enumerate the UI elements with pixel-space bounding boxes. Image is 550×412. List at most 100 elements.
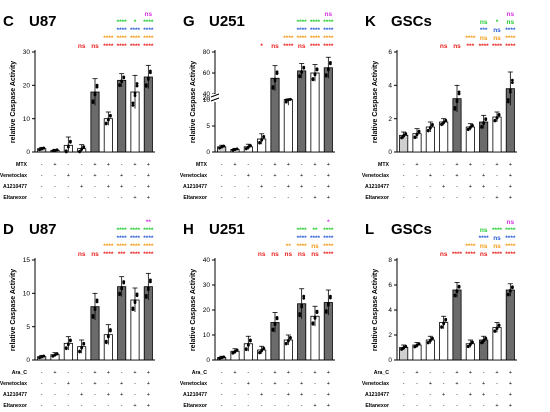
treatment-sign: - xyxy=(94,403,96,409)
treatment-sign: + xyxy=(495,195,498,201)
treatment-sign: + xyxy=(482,184,485,190)
treatment-sign: - xyxy=(41,184,43,190)
y-axis-label: relative Caspase Activity xyxy=(190,269,197,351)
treatment-sign: - xyxy=(456,195,458,201)
treatment-sign: - xyxy=(41,392,43,398)
treatment-sign: - xyxy=(416,403,418,409)
data-point xyxy=(468,342,472,346)
data-point xyxy=(440,325,443,328)
significance-label: **** xyxy=(117,43,128,50)
treatment-sign: + xyxy=(509,370,512,376)
data-point xyxy=(484,336,488,340)
treatment-sign: - xyxy=(67,392,69,398)
significance-label: **** xyxy=(130,227,141,234)
significance-label: **** xyxy=(323,35,334,42)
treatment-sign: - xyxy=(41,403,43,409)
panel-title: U251 xyxy=(209,13,245,30)
y-tick-label: 4 xyxy=(388,83,392,90)
axis-break-mark xyxy=(210,97,220,102)
treatment-sign: - xyxy=(121,370,123,376)
significance-label: **** xyxy=(103,35,114,42)
data-point xyxy=(298,74,301,78)
treatment-sign: - xyxy=(41,381,43,387)
data-point xyxy=(135,84,139,88)
treatment-sign: - xyxy=(67,184,69,190)
treatment-sign: + xyxy=(147,381,150,387)
data-point xyxy=(231,351,235,355)
significance-label: ** xyxy=(146,219,152,226)
treatment-sign: - xyxy=(483,162,485,168)
treatment-sign: - xyxy=(121,195,123,201)
data-point xyxy=(246,145,250,149)
significance-label: ns xyxy=(480,227,488,234)
significance-label: **** xyxy=(297,19,308,26)
significance-label: **** xyxy=(117,35,128,42)
data-point xyxy=(146,288,150,291)
data-point xyxy=(82,341,86,345)
factor-label: Ara_C xyxy=(12,370,28,376)
data-point xyxy=(471,340,474,344)
treatment-sign: - xyxy=(247,195,249,201)
treatment-sign: + xyxy=(327,195,330,201)
data-point xyxy=(80,147,84,151)
data-point xyxy=(42,354,46,358)
data-point xyxy=(275,70,279,74)
treatment-sign: - xyxy=(443,370,445,376)
significance-label: *** xyxy=(467,43,475,50)
treatment-sign: + xyxy=(107,370,110,376)
data-point xyxy=(135,82,139,85)
factor-label: Eltanexor xyxy=(183,403,207,409)
treatment-sign: + xyxy=(442,184,445,190)
data-point xyxy=(66,144,70,148)
treatment-sign: - xyxy=(403,381,405,387)
treatment-sign: - xyxy=(429,162,431,168)
significance-label: ns xyxy=(480,251,488,258)
data-point xyxy=(426,128,430,132)
data-point xyxy=(497,113,501,116)
y-axis-label: relative Caspase Activity xyxy=(190,61,197,143)
data-point xyxy=(455,98,459,102)
significance-label: ns xyxy=(440,251,448,258)
y-tick-label: 20 xyxy=(23,83,31,90)
data-point xyxy=(93,91,97,95)
significance-label: ns xyxy=(78,251,86,258)
factor-label: Venetoclax xyxy=(0,381,27,387)
significance-label: ns xyxy=(145,11,153,18)
significance-label: **** xyxy=(130,35,141,42)
treatment-sign: - xyxy=(134,173,136,179)
treatment-sign: - xyxy=(247,162,249,168)
data-point xyxy=(144,295,148,299)
data-point xyxy=(109,113,112,117)
y-tick-label: 2 xyxy=(388,116,392,123)
treatment-sign: + xyxy=(67,173,70,179)
data-point xyxy=(484,117,488,121)
data-point xyxy=(53,353,57,357)
factor-label: Eltanexor xyxy=(3,195,27,201)
treatment-sign: - xyxy=(81,173,83,179)
significance-label: ns xyxy=(298,43,306,50)
data-point xyxy=(313,315,317,319)
treatment-sign: + xyxy=(509,195,512,201)
treatment-sign: + xyxy=(133,195,136,201)
data-point xyxy=(118,291,121,295)
data-point xyxy=(104,339,108,343)
data-point xyxy=(402,346,406,350)
data-point xyxy=(275,316,279,319)
data-point xyxy=(42,146,46,150)
treatment-sign: + xyxy=(147,370,150,376)
treatment-sign: - xyxy=(469,195,471,201)
treatment-sign: - xyxy=(274,184,276,190)
data-point xyxy=(69,338,72,342)
significance-label: * xyxy=(260,43,263,50)
data-point xyxy=(93,93,97,97)
treatment-sign: - xyxy=(456,403,458,409)
y-tick-label: 20 xyxy=(203,95,211,102)
significance-label: ns xyxy=(258,251,266,258)
significance-label: ns xyxy=(91,43,99,50)
treatment-sign: + xyxy=(455,381,458,387)
y-tick-label: 80 xyxy=(203,49,211,56)
treatment-sign: - xyxy=(456,184,458,190)
significance-label: **** xyxy=(310,35,321,42)
treatment-sign: + xyxy=(147,162,150,168)
treatment-sign: + xyxy=(93,173,96,179)
